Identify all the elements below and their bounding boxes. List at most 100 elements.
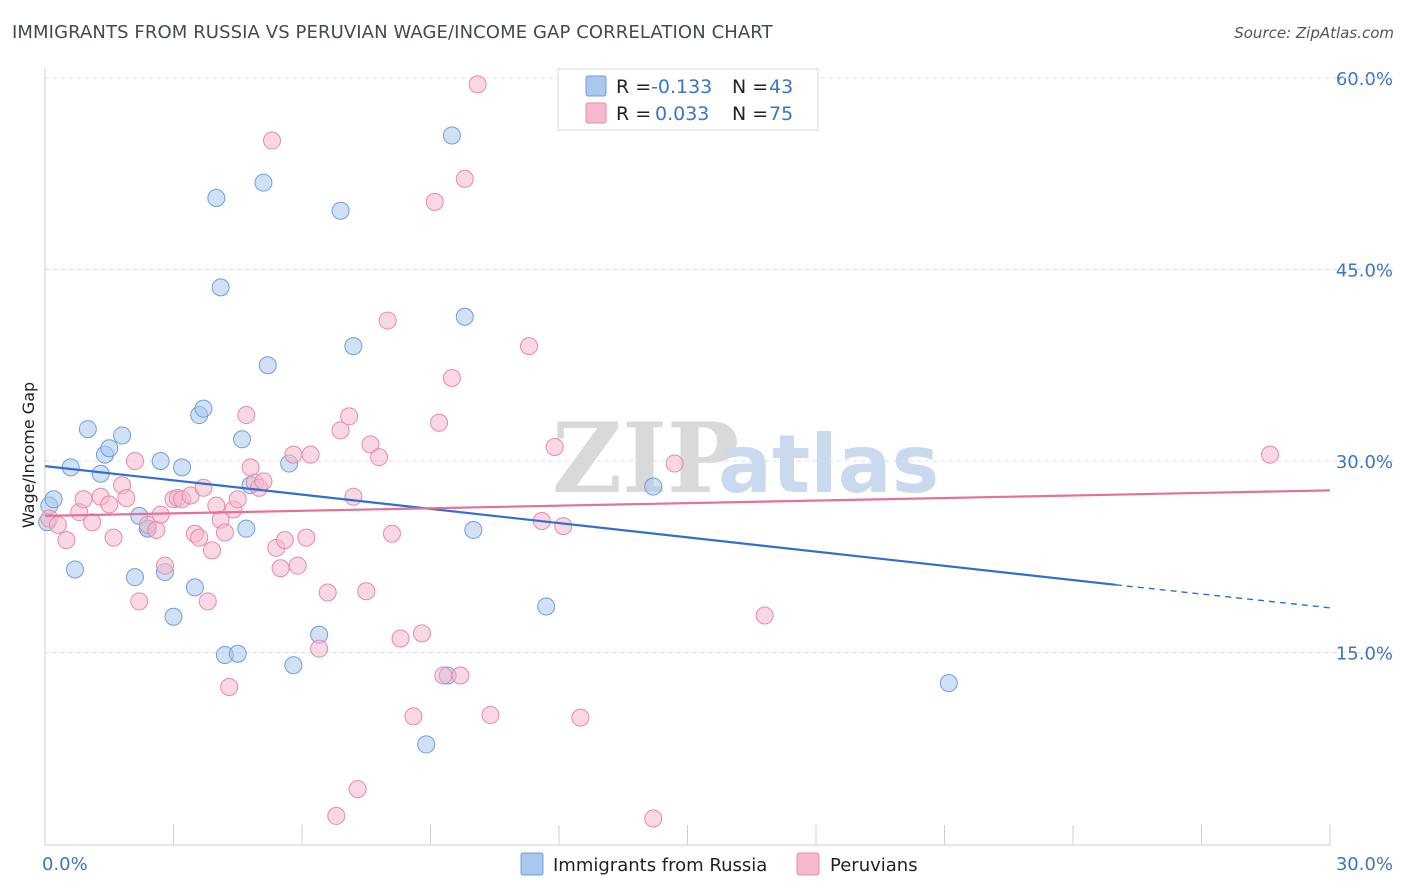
point-russia-35 [455,307,474,326]
trend-lines [44,465,1331,609]
point-peruvians-60 [425,192,444,211]
point-peruvians-44 [301,445,320,464]
point-peruvians-62 [434,666,453,685]
legend-r-label-russia: R = [616,76,651,98]
point-russia-20 [211,278,230,297]
point-russia-14 [164,607,183,626]
legend-bottom: Immigrants from Russia Peruvians [520,852,918,876]
point-russia-39 [939,674,958,693]
legend-n-label-peruvians: N = [732,103,768,125]
point-peruvians-64 [455,169,474,188]
data-points [38,75,1280,828]
legend-swatch-russia [585,75,607,97]
point-peruvians-69 [545,437,564,456]
watermark: ZIP atlas [552,402,939,515]
point-russia-9 [125,568,144,587]
point-peruvians-43 [297,528,316,547]
point-peruvians-4 [74,490,93,509]
y-tick-label-30: 30.0% [1336,452,1393,473]
point-peruvians-32 [237,406,256,425]
point-peruvians-16 [155,556,174,575]
point-russia-38 [644,477,663,496]
point-russia-32 [417,735,436,754]
point-peruvians-5 [83,513,102,532]
point-peruvians-48 [331,421,350,440]
point-peruvians-65 [468,75,487,94]
legend-top: R = -0.133 N = 43 R = 0.033 N = 75 [557,68,819,131]
point-peruvians-74 [755,606,774,625]
point-russia-34 [442,126,461,145]
y-axis-label: Wage/Income Gap [19,382,38,528]
point-peruvians-63 [442,369,461,388]
point-russia-8 [113,426,132,445]
point-peruvians-39 [271,559,290,578]
point-russia-25 [254,173,273,192]
point-russia-18 [194,399,213,418]
point-peruvians-12 [130,592,149,611]
point-peruvians-45 [310,639,329,658]
legend-r-label-peruvians: R = [616,103,651,125]
point-russia-37 [537,597,556,616]
point-peruvians-2 [57,531,76,550]
gridlines: 15.0% 30.0% 45.0% 60.0% [45,69,1395,665]
point-peruvians-71 [571,708,590,727]
point-peruvians-61 [430,413,449,432]
point-peruvians-8 [104,528,123,547]
point-russia-16 [185,578,204,597]
point-peruvians-42 [288,556,307,575]
point-peruvians-72 [644,809,663,828]
watermark-atlas: atlas [718,418,939,511]
point-peruvians-23 [194,478,213,497]
bottom-legend-swatch-russia [520,852,544,876]
point-peruvians-29 [220,677,239,696]
point-peruvians-33 [241,458,260,477]
point-russia-23 [233,430,252,449]
point-peruvians-47 [327,806,346,825]
point-peruvians-75 [1261,445,1280,464]
point-peruvians-24 [198,592,217,611]
legend-r-value-russia: -0.133 [651,76,712,98]
point-peruvians-49 [340,407,359,426]
legend-r-value-peruvians: 0.033 [655,103,709,125]
y-tick-label-60: 60.0% [1336,69,1393,90]
point-peruvians-41 [284,445,303,464]
point-peruvians-22 [190,528,209,547]
point-peruvians-7 [100,495,119,514]
point-peruvians-25 [203,541,222,560]
point-peruvians-36 [254,472,273,491]
point-peruvians-55 [378,311,397,330]
legend-n-value-peruvians: 75 [769,103,793,125]
point-peruvians-66 [481,706,500,725]
point-peruvians-53 [361,435,380,454]
point-peruvians-50 [344,487,363,506]
point-russia-26 [258,356,277,375]
point-russia-22 [228,644,247,663]
point-russia-42 [237,519,256,538]
point-russia-4 [78,420,97,439]
point-peruvians-31 [228,490,247,509]
legend-n-value-russia: 43 [769,76,793,98]
point-peruvians-76 [451,666,470,685]
point-peruvians-58 [404,707,423,726]
point-russia-7 [100,439,119,458]
point-russia-30 [331,201,350,220]
point-russia-31 [344,337,363,356]
point-russia-3 [65,560,84,579]
point-peruvians-73 [665,454,684,473]
point-peruvians-11 [125,452,144,470]
bottom-legend-label-peruvians: Peruvians [830,855,918,876]
axes: 0.0% 30.0% [42,68,1393,875]
trend-line-peruvians [44,489,1331,517]
point-peruvians-54 [370,448,389,467]
point-peruvians-67 [520,337,539,356]
point-peruvians-46 [318,583,337,602]
y-tick-label-15: 15.0% [1336,644,1393,665]
chart-title: IMMIGRANTS FROM RUSSIA VS PERUVIAN WAGE/… [12,22,773,43]
point-peruvians-10 [117,489,136,508]
y-tick-label-45: 45.0% [1336,261,1393,282]
point-peruvians-14 [147,520,166,539]
x-tick-label-0: 0.0% [42,854,88,875]
point-peruvians-40 [275,531,294,550]
point-peruvians-59 [412,624,431,643]
